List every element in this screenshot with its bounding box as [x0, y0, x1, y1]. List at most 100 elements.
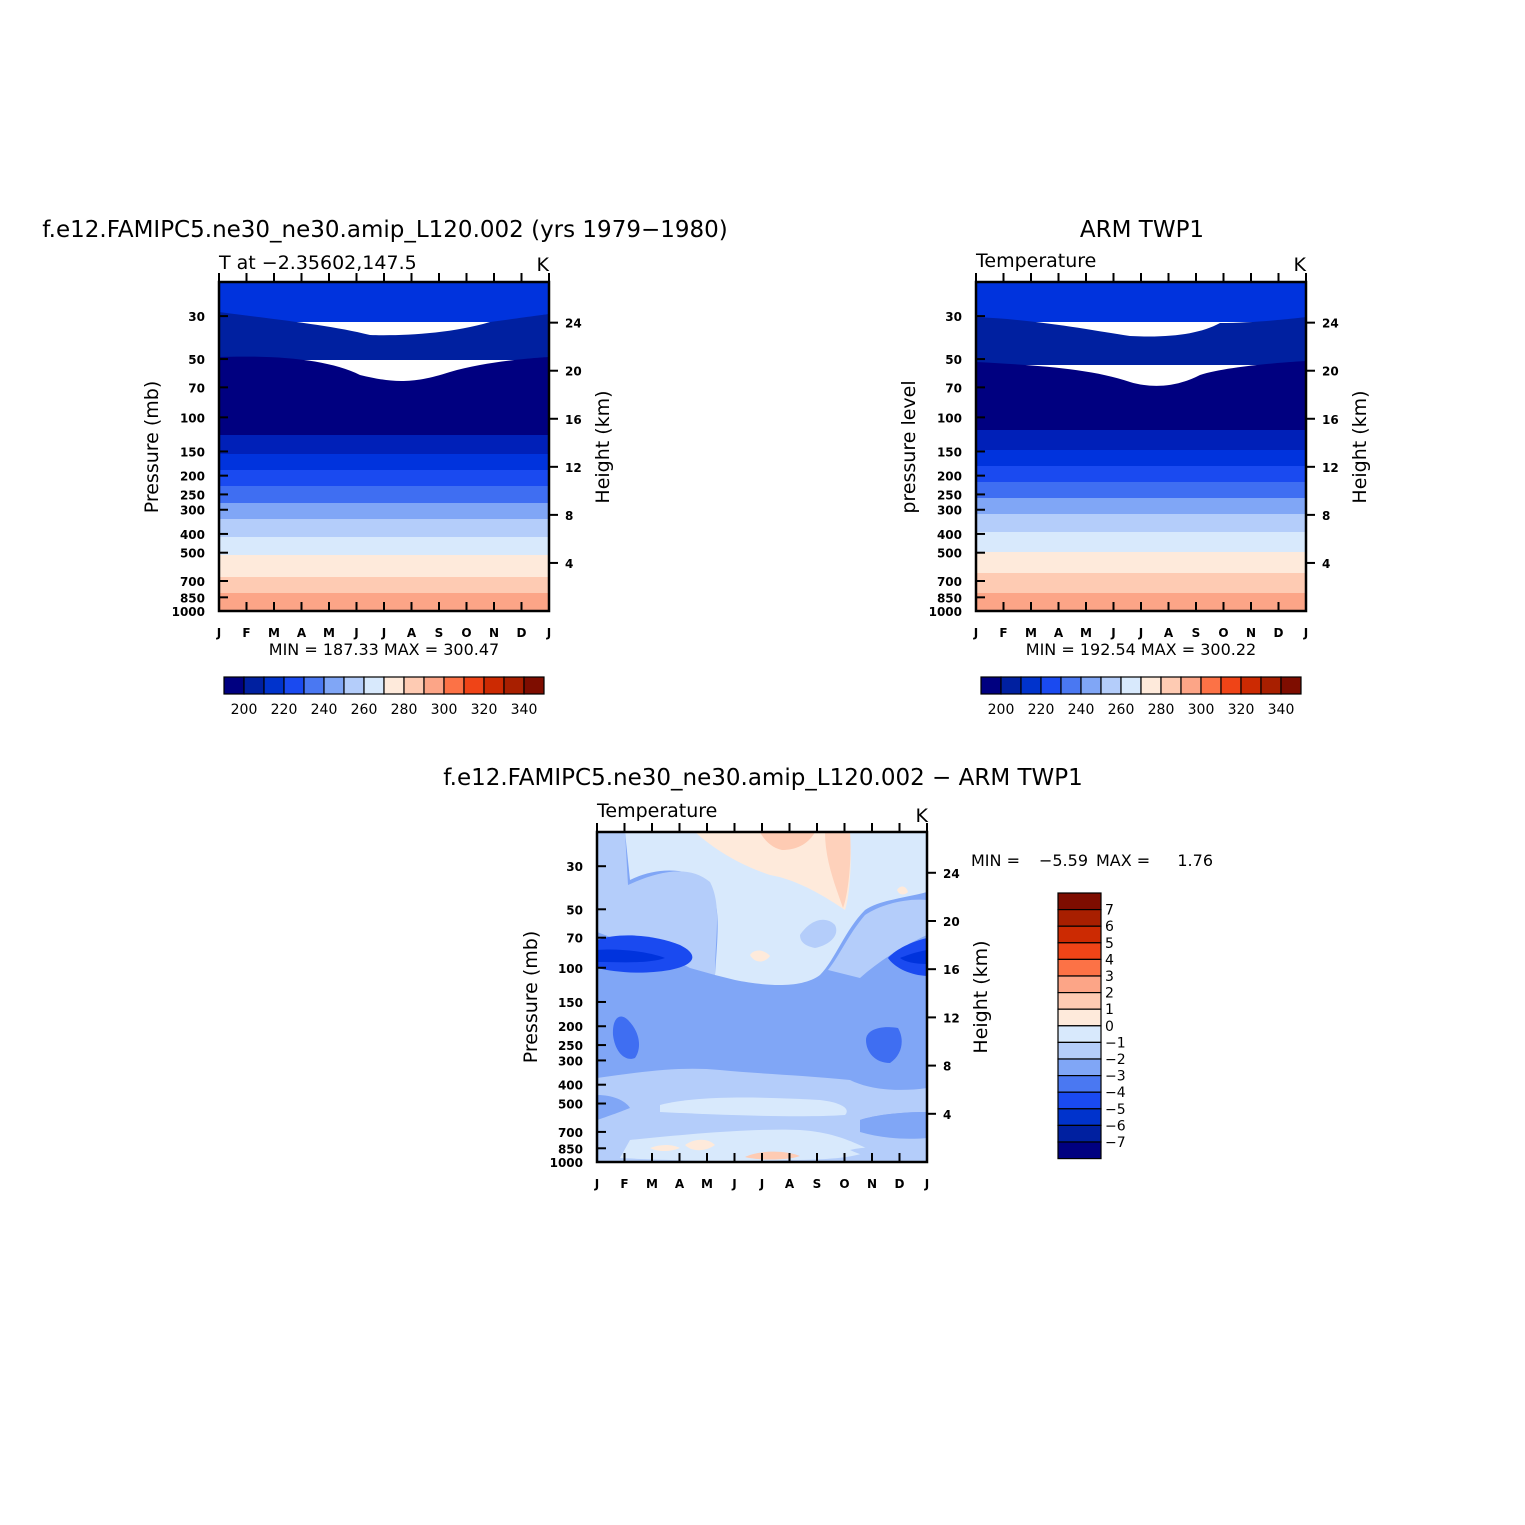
- obs-panel-subtitle: Temperature: [975, 250, 1096, 272]
- difference-y-tick-label: 150: [558, 996, 583, 1010]
- diff-region-minus2-blob: [800, 919, 837, 948]
- obs-y-tick-label: 100: [937, 411, 962, 425]
- model-x-tick-label: N: [489, 626, 499, 640]
- obs-x-tick-label: M: [1025, 626, 1037, 640]
- model-panel-subtitle: T at −2.35602,147.5: [218, 252, 417, 274]
- obs-colorbar-box: [1200, 676, 1222, 695]
- obs-colorbar-box: [1080, 676, 1102, 695]
- model-x-tick-label: A: [297, 626, 307, 640]
- difference-x-tick-label: O: [839, 1177, 849, 1191]
- difference-panel: f.e12.FAMIPC5.ne30_ne30.amip_L120.002 − …: [443, 765, 1213, 1191]
- difference-colorbar-label: 5: [1105, 936, 1114, 952]
- difference-max-value: 1.76: [1177, 851, 1213, 870]
- difference-colorbar-label: 6: [1105, 919, 1114, 935]
- obs-colorbar: 200 220 240 260 280 300 320 340: [980, 676, 1302, 718]
- obs-colorbar-label: 280: [1148, 702, 1175, 718]
- difference-colorbar-box: [1057, 1025, 1102, 1044]
- difference-y2-tick-label: 4: [943, 1108, 951, 1122]
- obs-colorbar-label: 220: [1028, 702, 1055, 718]
- diff-region-plus-low-2: [685, 1139, 715, 1151]
- difference-colorbar-label: 2: [1105, 986, 1114, 1002]
- model-colorbar-box: [423, 676, 445, 695]
- obs-colorbar-box: [1120, 676, 1142, 695]
- band-upper-trop-1: [219, 435, 549, 455]
- difference-x-tick-label: A: [785, 1177, 795, 1191]
- obs-x-tick-label: J: [1138, 626, 1143, 640]
- model-colorbar-label: 300: [431, 702, 458, 718]
- diff-region-minus3-lower-left: [597, 1095, 630, 1120]
- difference-colorbar-label: −3: [1105, 1069, 1126, 1085]
- diff-region-plus-top: [695, 832, 851, 910]
- obs-y2-tick-label: 12: [1322, 461, 1339, 475]
- obs-x-tick-label: N: [1246, 626, 1256, 640]
- difference-panel-title: f.e12.FAMIPC5.ne30_ne30.amip_L120.002 − …: [443, 765, 1083, 791]
- model-colorbar-box: [263, 676, 285, 695]
- model-y-tick-label: 400: [180, 528, 205, 542]
- difference-y2-tick-label: 12: [943, 1011, 960, 1025]
- difference-colorbar-label: −1: [1105, 1035, 1126, 1051]
- diff-region-plus-low-3: [745, 1151, 800, 1160]
- difference-y-tick-label: 250: [558, 1039, 583, 1053]
- obs-x-tick-label: S: [1192, 626, 1201, 640]
- diff-region-minus4-mid-left: [612, 1016, 640, 1059]
- band-upper-trop-3: [219, 470, 549, 487]
- obs-colorbar-box: [1100, 676, 1122, 695]
- obs-y-tick-label: 1000: [929, 605, 962, 619]
- obs-panel: ARM TWP1 Temperature K J F M A M J J A S O N D J 30 50…: [898, 217, 1371, 718]
- band-mid-trop-2: [219, 503, 549, 520]
- model-panel: f.e12.FAMIPC5.ne30_ne30.amip_L120.002 (y…: [42, 217, 728, 718]
- model-colorbar-box: [503, 676, 525, 695]
- difference-colorbar-label: 3: [1105, 969, 1114, 985]
- model-colorbar-label: 260: [351, 702, 378, 718]
- model-y2-tick-label: 12: [565, 461, 582, 475]
- diff-region-plus-top-dark: [760, 832, 815, 850]
- difference-colorbar-box: [1057, 1108, 1102, 1127]
- difference-y-tick-label: 400: [558, 1079, 583, 1093]
- model-y2-tick-label: 24: [565, 317, 582, 331]
- obs-colorbar-label: 320: [1228, 702, 1255, 718]
- obs-colorbar-label: 240: [1068, 702, 1095, 718]
- band-upper-trop-2: [219, 454, 549, 471]
- obs-y2-tick-label: 24: [1322, 317, 1339, 331]
- obs-min-max: MIN = 192.54 MAX = 300.22: [1026, 640, 1256, 659]
- obs-y-tick-label: 400: [937, 528, 962, 542]
- diff-region-plus-low-1: [650, 1145, 680, 1151]
- difference-y-tick-label: 700: [558, 1126, 583, 1140]
- obs-axes: J F M A M J J A S O N D J 30 50 70 100 150 200 250 300 400 500…: [929, 273, 1339, 640]
- obs-y-tick-label: 30: [945, 310, 962, 324]
- model-y2-tick-label: 20: [565, 365, 582, 379]
- diff-region-minus3-lower-right: [860, 1112, 927, 1130]
- band-stratosphere-mid: [976, 317, 1306, 365]
- model-x-tick-label: S: [435, 626, 444, 640]
- obs-x-tick-label: D: [1274, 626, 1284, 640]
- obs-x-tick-label: J: [1110, 626, 1115, 640]
- model-y-tick-label: 500: [180, 547, 205, 561]
- difference-y-tick-label: 70: [566, 932, 583, 946]
- model-colorbar-box: [523, 676, 545, 695]
- difference-x-tick-label: J: [924, 1177, 929, 1191]
- obs-x-tick-label: M: [1080, 626, 1092, 640]
- obs-colorbar-box: [1240, 676, 1262, 695]
- difference-y-tick-label: 500: [558, 1098, 583, 1112]
- difference-y-tick-label: 850: [558, 1142, 583, 1156]
- difference-max-label: MAX =: [1096, 851, 1150, 870]
- obs-x-tick-label: F: [999, 626, 1007, 640]
- difference-min-value: −5.59: [1039, 851, 1088, 870]
- band-low-trop-2: [219, 555, 549, 578]
- obs-contour-fills: [976, 282, 1306, 611]
- diff-region-minus1-upper: [625, 832, 927, 985]
- difference-colorbar-box: [1057, 908, 1102, 927]
- band-upper-trop-2: [976, 450, 1306, 467]
- difference-y2-tick-label: 16: [943, 963, 960, 977]
- difference-colorbar-label: 7: [1105, 903, 1114, 919]
- obs-y-tick-label: 200: [937, 470, 962, 484]
- obs-colorbar-box: [1060, 676, 1082, 695]
- model-colorbar-box: [363, 676, 385, 695]
- diff-region-minus1-lower: [620, 1129, 870, 1161]
- difference-colorbar-box: [1057, 942, 1102, 960]
- difference-y2-axis-label: Height (km): [970, 940, 992, 1053]
- band-upper-trop-1: [976, 430, 1306, 451]
- difference-y-tick-label: 100: [558, 962, 583, 976]
